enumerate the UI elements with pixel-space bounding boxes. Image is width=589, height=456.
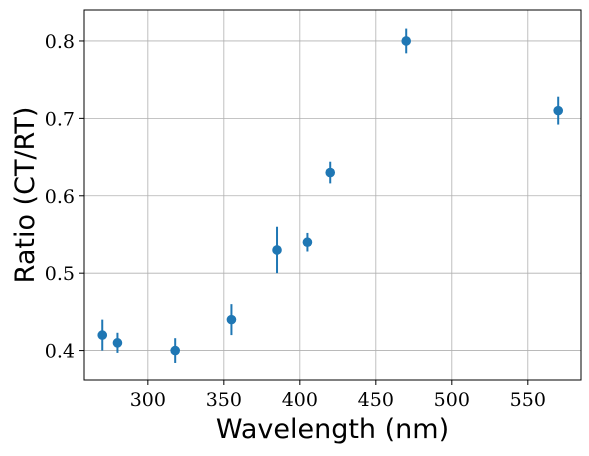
grid — [84, 10, 581, 380]
data-point — [170, 345, 180, 356]
x-axis-label: Wavelength (nm) — [216, 414, 449, 445]
x-tick-label: 400 — [282, 389, 318, 411]
data-point — [226, 314, 237, 325]
x-tick-labels: 300 350 400 450 500 550 — [130, 389, 546, 411]
data-point — [325, 167, 336, 178]
y-axis-label: Ratio (CT/RT) — [10, 107, 41, 284]
data-point — [401, 36, 412, 46]
data-point — [302, 237, 313, 248]
x-tick-label: 300 — [130, 389, 166, 411]
data-point — [97, 330, 108, 340]
y-tick-label: 0.8 — [45, 31, 75, 53]
data-point — [553, 105, 564, 116]
data-points — [97, 36, 564, 356]
data-point — [272, 245, 282, 255]
y-tick-label: 0.6 — [45, 186, 75, 208]
x-tick-label: 450 — [358, 389, 394, 411]
x-tick-label: 350 — [206, 389, 242, 411]
x-tick-label: 500 — [434, 389, 470, 411]
data-point — [112, 338, 123, 348]
y-tick-labels: 0.4 0.5 0.6 0.7 0.8 — [45, 31, 75, 363]
x-tick-label: 550 — [510, 389, 546, 411]
y-tick-label: 0.5 — [45, 263, 75, 285]
axis-ticks — [79, 40, 529, 385]
plot-frame — [83, 9, 582, 381]
y-tick-label: 0.7 — [45, 108, 75, 130]
y-tick-label: 0.4 — [45, 341, 75, 363]
